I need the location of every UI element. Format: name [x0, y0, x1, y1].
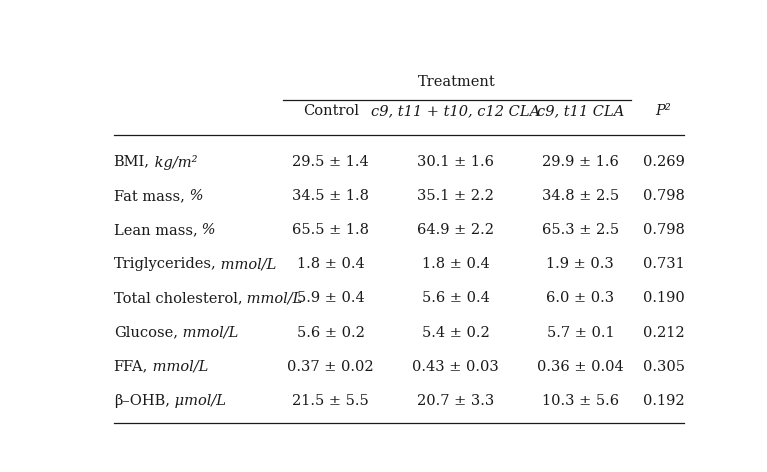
Text: β–OHB,: β–OHB,	[114, 394, 170, 408]
Text: c9, t11 CLA: c9, t11 CLA	[537, 104, 624, 118]
Text: 6.0 ± 0.3: 6.0 ± 0.3	[546, 291, 614, 305]
Text: 34.5 ± 1.8: 34.5 ± 1.8	[292, 189, 369, 203]
Text: 0.190: 0.190	[643, 291, 684, 305]
Text: 35.1 ± 2.2: 35.1 ± 2.2	[417, 189, 494, 203]
Text: 5.9 ± 0.4: 5.9 ± 0.4	[297, 291, 364, 305]
Text: 30.1 ± 1.6: 30.1 ± 1.6	[417, 155, 494, 169]
Text: 0.798: 0.798	[643, 223, 684, 237]
Text: 64.9 ± 2.2: 64.9 ± 2.2	[417, 223, 494, 237]
Text: 0.305: 0.305	[643, 360, 685, 374]
Text: 5.6 ± 0.2: 5.6 ± 0.2	[297, 326, 364, 339]
Text: 0.36 ± 0.04: 0.36 ± 0.04	[537, 360, 624, 374]
Text: %: %	[185, 189, 203, 203]
Text: %: %	[197, 223, 216, 237]
Text: 0.192: 0.192	[643, 394, 684, 408]
Text: Treatment: Treatment	[418, 75, 495, 89]
Text: Control: Control	[303, 104, 359, 118]
Text: 5.7 ± 0.1: 5.7 ± 0.1	[547, 326, 614, 339]
Text: 0.269: 0.269	[643, 155, 684, 169]
Text: BMI,: BMI,	[114, 155, 150, 169]
Text: 10.3 ± 5.6: 10.3 ± 5.6	[542, 394, 619, 408]
Text: mmol/L: mmol/L	[242, 291, 303, 305]
Text: 0.798: 0.798	[643, 189, 684, 203]
Text: 65.5 ± 1.8: 65.5 ± 1.8	[292, 223, 369, 237]
Text: 1.9 ± 0.3: 1.9 ± 0.3	[546, 257, 614, 271]
Text: mmol/L: mmol/L	[178, 326, 238, 339]
Text: Fat mass,: Fat mass,	[114, 189, 185, 203]
Text: c9, t11 + t10, c12 CLA: c9, t11 + t10, c12 CLA	[371, 104, 540, 118]
Text: Lean mass,: Lean mass,	[114, 223, 197, 237]
Text: P²: P²	[656, 104, 671, 118]
Text: kg/m²: kg/m²	[150, 155, 197, 170]
Text: Total cholesterol,: Total cholesterol,	[114, 291, 242, 305]
Text: 65.3 ± 2.5: 65.3 ± 2.5	[542, 223, 619, 237]
Text: μmol/L: μmol/L	[170, 394, 225, 408]
Text: 5.4 ± 0.2: 5.4 ± 0.2	[422, 326, 489, 339]
Text: 29.5 ± 1.4: 29.5 ± 1.4	[292, 155, 369, 169]
Text: 1.8 ± 0.4: 1.8 ± 0.4	[297, 257, 364, 271]
Text: mmol/L: mmol/L	[216, 257, 277, 271]
Text: 0.43 ± 0.03: 0.43 ± 0.03	[412, 360, 499, 374]
Text: 1.8 ± 0.4: 1.8 ± 0.4	[422, 257, 489, 271]
Text: 21.5 ± 5.5: 21.5 ± 5.5	[292, 394, 369, 408]
Text: Triglycerides,: Triglycerides,	[114, 257, 216, 271]
Text: mmol/L: mmol/L	[148, 360, 209, 374]
Text: Glucose,: Glucose,	[114, 326, 178, 339]
Text: 20.7 ± 3.3: 20.7 ± 3.3	[417, 394, 494, 408]
Text: 0.37 ± 0.02: 0.37 ± 0.02	[288, 360, 374, 374]
Text: FFA,: FFA,	[114, 360, 148, 374]
Text: 0.731: 0.731	[643, 257, 684, 271]
Text: 34.8 ± 2.5: 34.8 ± 2.5	[542, 189, 619, 203]
Text: 29.9 ± 1.6: 29.9 ± 1.6	[542, 155, 619, 169]
Text: 5.6 ± 0.4: 5.6 ± 0.4	[422, 291, 489, 305]
Text: 0.212: 0.212	[643, 326, 684, 339]
